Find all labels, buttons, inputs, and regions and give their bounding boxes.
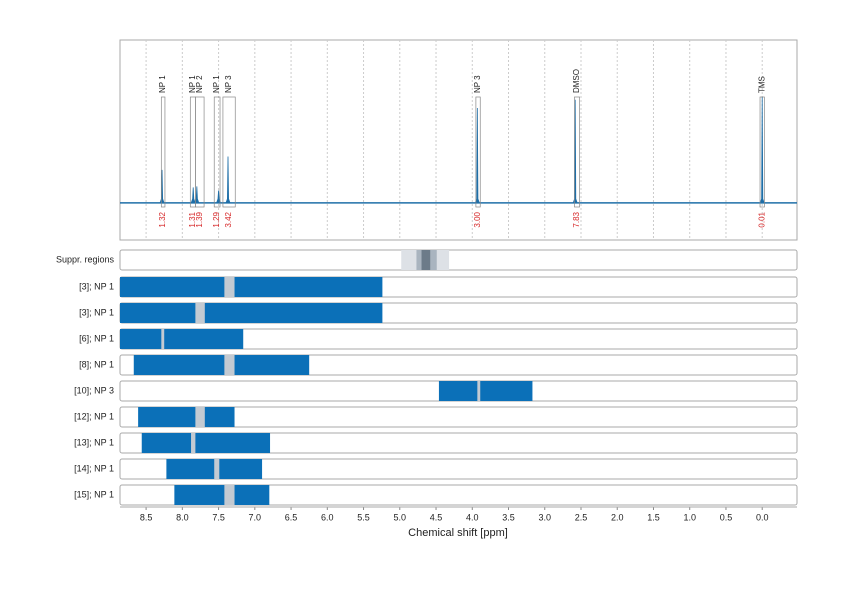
row-frame (119, 484, 798, 506)
row-label: Suppr. regions (56, 254, 115, 264)
range-bar (174, 485, 270, 505)
annotation-box (213, 96, 221, 208)
peak-marker (224, 277, 235, 297)
x-tick-label: 2.0 (611, 512, 624, 522)
annotation-label: NP 3 (473, 75, 482, 93)
integral-label: 3.42 (224, 211, 233, 227)
row-frame (119, 458, 798, 480)
row-label: [14]; NP 1 (74, 463, 114, 473)
row-label: [15]; NP 1 (74, 489, 114, 499)
x-tick-label: 4.5 (430, 512, 443, 522)
peak (159, 169, 165, 204)
annotation-box (475, 96, 481, 208)
peak (225, 156, 231, 204)
annotation-label: NP 1 (188, 75, 197, 93)
x-tick-label: 5.5 (357, 512, 370, 522)
integral-label: 3.00 (473, 211, 482, 227)
integral-label: 1.29 (212, 211, 221, 227)
annotation-box (195, 96, 205, 208)
range-bar (138, 407, 235, 427)
annotation-box (759, 96, 765, 208)
x-tick-label: 2.5 (575, 512, 588, 522)
row-frame (119, 432, 798, 454)
integral-label: 1.39 (195, 211, 204, 227)
peak-marker (191, 433, 196, 453)
x-tick-label: 7.0 (249, 512, 262, 522)
peak (190, 187, 196, 204)
x-tick-label: 1.5 (647, 512, 660, 522)
peak (572, 99, 578, 204)
annotation-box (160, 96, 166, 208)
integral-label: 7.83 (572, 211, 581, 227)
annotation-label: NP 1 (212, 75, 221, 93)
x-tick-label: 8.0 (176, 512, 189, 522)
peak (194, 186, 200, 204)
peak-marker (161, 329, 165, 349)
row-label: [8]; NP 1 (79, 359, 114, 369)
peak (474, 108, 480, 204)
range-bar (141, 433, 271, 453)
peak (216, 190, 221, 204)
integral-label: 1.32 (158, 211, 167, 227)
annotation-label: TMS (757, 76, 766, 93)
x-tick-label: 5.0 (394, 512, 407, 522)
peak-marker (477, 381, 481, 401)
range-bar (120, 277, 383, 297)
peak (759, 96, 765, 204)
peak-marker (195, 303, 205, 323)
annotation-label: NP 2 (195, 75, 204, 93)
annotation-box (222, 96, 236, 208)
annotation-label: NP 1 (158, 75, 167, 93)
range-bar (438, 381, 533, 401)
x-tick-label: 0.5 (720, 512, 733, 522)
range-bar (120, 303, 383, 323)
annotation-box (574, 96, 580, 208)
row-label: [10]; NP 3 (74, 385, 114, 395)
suppression-region (421, 250, 431, 270)
row-label: [13]; NP 1 (74, 437, 114, 447)
row-label: [3]; NP 1 (79, 307, 114, 317)
x-tick-label: 3.5 (502, 512, 515, 522)
peak-marker (224, 355, 235, 375)
x-tick-label: 8.5 (140, 512, 153, 522)
x-tick-label: 3.0 (538, 512, 551, 522)
x-tick-label: 7.5 (212, 512, 225, 522)
row-label: [3]; NP 1 (79, 281, 114, 291)
row-frame (119, 406, 798, 428)
x-tick-label: 0.0 (756, 512, 769, 522)
annotation-label: NP 3 (224, 75, 233, 93)
peak-marker (224, 485, 235, 505)
annotation-label: DMSO (572, 69, 581, 93)
integral-label: 1.31 (188, 211, 197, 227)
x-tick-label: 6.0 (321, 512, 334, 522)
row-label: [6]; NP 1 (79, 333, 114, 343)
x-tick-label: 4.0 (466, 512, 479, 522)
peak-marker (214, 459, 220, 479)
peak-marker (195, 407, 205, 427)
row-label: [12]; NP 1 (74, 411, 114, 421)
range-bar (133, 355, 310, 375)
integral-label: 0.01 (757, 211, 766, 227)
spectrum-frame (119, 39, 798, 241)
row-frame (119, 249, 798, 271)
range-bar (120, 329, 244, 349)
x-tick-label: 1.0 (683, 512, 696, 522)
x-tick-label: 6.5 (285, 512, 298, 522)
x-axis-title: Chemical shift [ppm] (408, 527, 508, 539)
